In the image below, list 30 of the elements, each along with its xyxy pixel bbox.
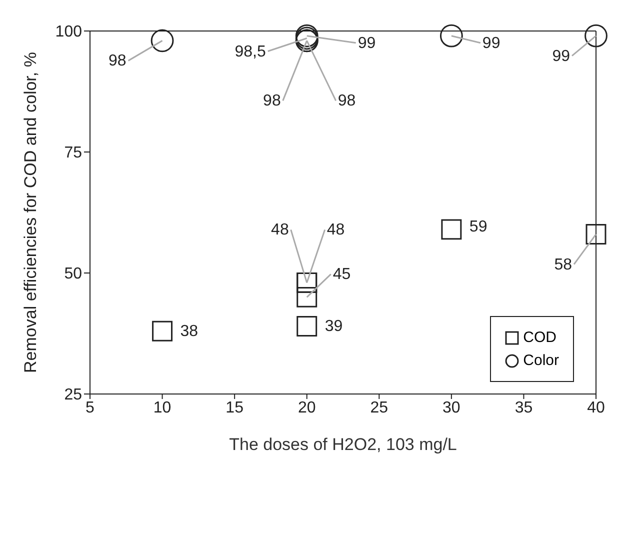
data-label: 48 bbox=[271, 222, 289, 239]
data-label: 98 bbox=[263, 92, 281, 110]
x-axis-title: The doses of H2O2, 103 mg/L bbox=[229, 435, 457, 454]
x-tick-label: 40 bbox=[587, 399, 605, 416]
data-label: 98 bbox=[108, 52, 126, 70]
data-label: 39 bbox=[324, 318, 343, 336]
data-label: 98 bbox=[338, 92, 356, 110]
data-label: 99 bbox=[552, 48, 570, 65]
data-label: 58 bbox=[554, 256, 572, 274]
x-tick-label: 20 bbox=[298, 399, 316, 416]
data-label: 99 bbox=[358, 34, 376, 52]
y-tick-label: 100 bbox=[55, 24, 82, 41]
y-tick-label: 75 bbox=[64, 144, 82, 162]
x-tick-label: 25 bbox=[370, 399, 388, 416]
data-label: 38 bbox=[180, 323, 198, 340]
x-tick-label: 15 bbox=[226, 399, 244, 416]
data-label: 98,5 bbox=[234, 43, 266, 60]
x-tick-label: 5 bbox=[86, 399, 95, 416]
data-label: 99 bbox=[482, 34, 500, 52]
y-tick-label: 25 bbox=[64, 386, 82, 404]
y-axis-title: Removal efficiencies for COD and color, % bbox=[21, 52, 40, 373]
data-label: 45 bbox=[332, 266, 351, 284]
x-tick-label: 35 bbox=[514, 399, 533, 416]
x-tick-label: 10 bbox=[153, 399, 172, 416]
legend-label: Color bbox=[523, 352, 559, 369]
data-label: 48 bbox=[326, 222, 345, 239]
data-label: 59 bbox=[469, 218, 488, 236]
y-tick-label: 50 bbox=[64, 266, 82, 283]
x-tick-label: 30 bbox=[442, 399, 460, 416]
legend-label: COD bbox=[523, 329, 556, 346]
